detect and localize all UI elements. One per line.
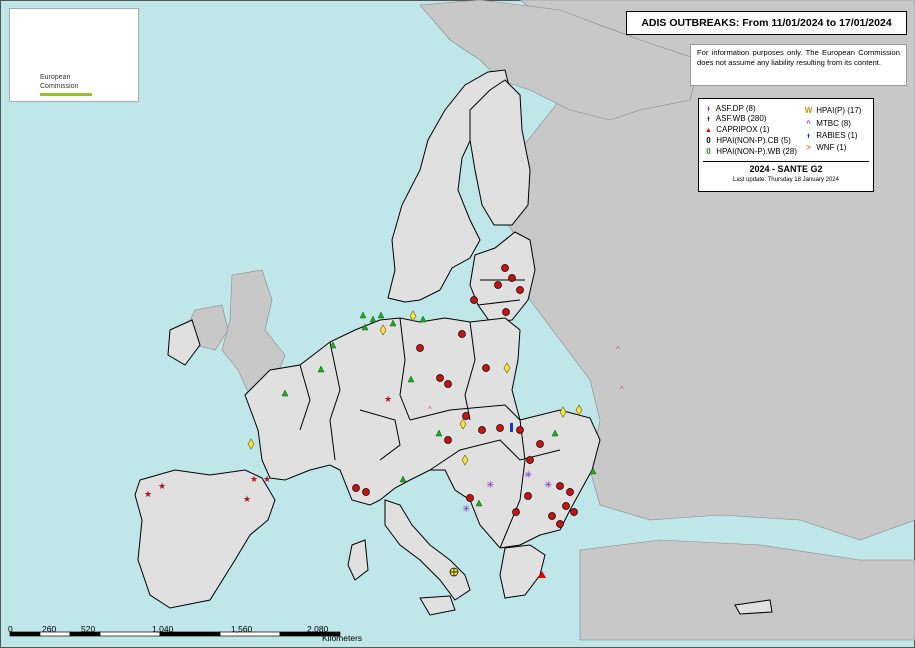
logo-line2: Commission xyxy=(40,83,79,90)
markers-asf-dp: ✳ ✳ ✳ ✳ xyxy=(462,470,552,515)
svg-text:^: ^ xyxy=(620,385,624,394)
disclaimer: For information purposes only. The Europ… xyxy=(690,44,907,86)
legend: ᵻ ASF.DP (8) ᵻ ASF.WB (280) ▲ CAPRIPOX (… xyxy=(698,98,874,192)
markers-capripox xyxy=(538,571,546,578)
svg-text:★: ★ xyxy=(250,475,258,485)
legend-item-capripox: ▲ CAPRIPOX (1) xyxy=(703,125,770,136)
greece xyxy=(499,544,546,599)
legend-item-asf-wb: ᵻ ASF.WB (280) xyxy=(703,114,766,124)
markers-hpai-wb xyxy=(281,311,597,507)
markers-rabies xyxy=(510,423,513,432)
markers-asf-wb xyxy=(352,264,578,528)
finland xyxy=(469,79,531,226)
hpai-p-icon: W xyxy=(804,106,813,115)
capripox-icon: ▲ xyxy=(705,127,712,134)
svg-text:^: ^ xyxy=(616,345,620,354)
svg-text:★: ★ xyxy=(243,495,251,505)
asf-wb-icon: ᵻ xyxy=(707,114,710,123)
legend-footer-title: 2024 - SANTE G2 xyxy=(749,164,823,174)
logo-box: European Commission xyxy=(9,8,139,102)
non-eu-land xyxy=(187,0,915,641)
asf-dp-icon: ᵻ xyxy=(707,104,710,113)
legend-item-asf-dp: ᵻ ASF.DP (8) xyxy=(703,104,755,114)
scale-label: 520 xyxy=(81,624,96,634)
scale-bar xyxy=(9,631,341,637)
markers-mtbc-pink: ^ ^ ^ xyxy=(428,345,624,414)
legend-item-wnf: > WNF (1) xyxy=(803,143,846,153)
markers-wnf xyxy=(449,567,459,577)
mtbc-icon: ^ xyxy=(806,119,811,128)
legend-item-hpai-p: W HPAI(P) (17) xyxy=(804,106,862,115)
svg-text:✳: ✳ xyxy=(524,470,532,481)
baltics xyxy=(469,231,536,323)
country-borders xyxy=(299,279,561,549)
logo-line1: European xyxy=(40,74,71,81)
scale-label: 0 xyxy=(8,624,13,634)
svg-text:★: ★ xyxy=(144,490,152,500)
scale-unit: Kilometers xyxy=(322,633,363,643)
scale-label: 260 xyxy=(42,624,57,634)
svg-text:^: ^ xyxy=(428,405,432,414)
iberia xyxy=(134,469,276,609)
svg-text:✳: ✳ xyxy=(462,504,470,515)
markers-hpai-p xyxy=(247,310,583,466)
hpai-cb-icon: 0 xyxy=(706,136,711,145)
sicily xyxy=(419,595,456,616)
legend-divider xyxy=(703,161,869,162)
svg-text:★: ★ xyxy=(384,395,392,405)
map-title: ADIS OUTBREAKS: From 11/01/2024 to 17/01… xyxy=(626,11,907,35)
cyprus xyxy=(734,599,773,615)
scale-label: 1,040 xyxy=(152,624,174,634)
wnf-icon: > xyxy=(806,143,811,152)
rabies-icon: ᵻ xyxy=(807,131,810,140)
svg-text:✳: ✳ xyxy=(544,480,552,491)
legend-item-mtbc: ^ MTBC (8) xyxy=(803,119,851,129)
scale-label: 2,080 xyxy=(307,624,329,634)
legend-item-hpai-wb: 0 HPAI(NON-P).WB (28) xyxy=(703,147,797,157)
hpai-wb-icon: 0 xyxy=(706,147,711,156)
markers-mtbc: ★ ★ ★ ★ ★ ★ xyxy=(144,395,392,505)
svg-text:★: ★ xyxy=(158,482,166,492)
sardinia xyxy=(347,539,369,581)
scale-label: 1,560 xyxy=(231,624,253,634)
eu-land xyxy=(134,69,773,616)
svg-text:✳: ✳ xyxy=(486,480,494,491)
ireland xyxy=(167,319,201,366)
legend-item-hpai-cb: 0 HPAI(NON-P).CB (5) xyxy=(703,136,791,146)
svg-text:★: ★ xyxy=(263,475,271,485)
legend-item-rabies: ᵻ RABIES (1) xyxy=(803,131,857,141)
italy xyxy=(384,499,471,601)
central-europe xyxy=(244,317,601,549)
last-update: Last update: Thursday 18 January 2024 xyxy=(733,177,839,183)
